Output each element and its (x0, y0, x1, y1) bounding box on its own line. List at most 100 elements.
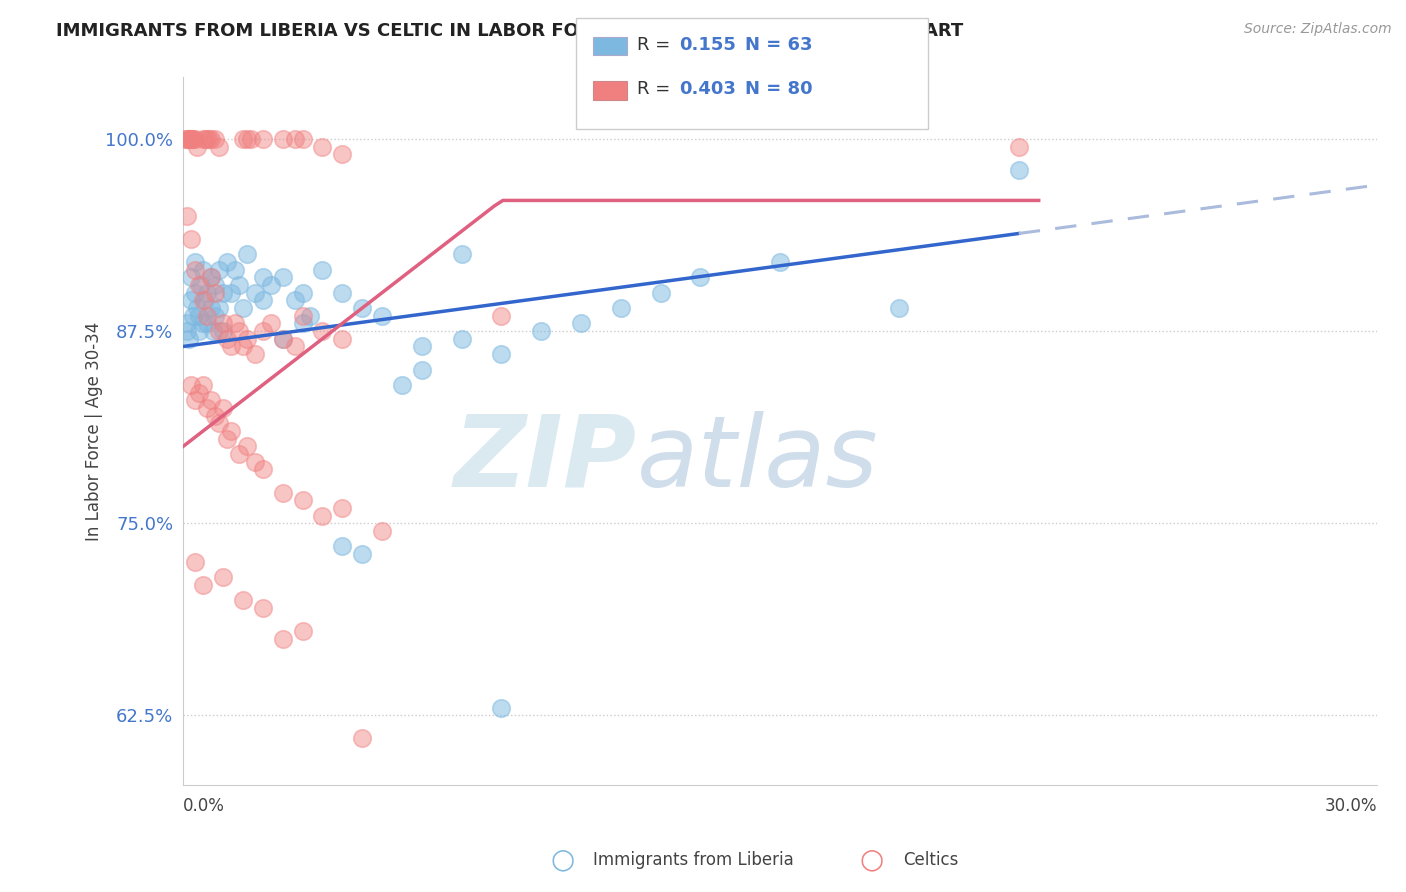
Point (200, 270, 222, 285)
Point (243, 285, 266, 300)
Point (330, 332, 353, 346)
Point (311, 508, 333, 523)
Point (188, 324, 211, 338)
Point (232, 132, 254, 146)
Point (181, 309, 204, 323)
Point (174, 132, 197, 146)
Point (371, 524, 394, 538)
Point (208, 139, 231, 153)
Point (195, 132, 218, 146)
Point (194, 132, 217, 146)
Point (179, 132, 201, 146)
Point (689, 270, 711, 285)
Point (291, 285, 314, 300)
Point (228, 447, 250, 461)
Point (252, 462, 274, 476)
Point (195, 309, 218, 323)
Point (204, 285, 226, 300)
Point (252, 324, 274, 338)
Point (352, 301, 374, 315)
Point (291, 317, 314, 331)
Text: Immigrants from Liberia: Immigrants from Liberia (593, 851, 794, 869)
Point (204, 132, 226, 146)
Point (450, 332, 472, 346)
Point (204, 309, 226, 323)
Text: 0.155: 0.155 (679, 36, 735, 54)
Point (176, 317, 198, 331)
Y-axis label: In Labor Force | Age 30-34: In Labor Force | Age 30-34 (86, 321, 103, 541)
Point (180, 232, 202, 246)
Point (232, 593, 254, 607)
Text: 0.0%: 0.0% (183, 797, 225, 815)
Text: atlas: atlas (637, 411, 879, 508)
Point (769, 255, 792, 269)
Point (184, 393, 207, 408)
Text: IMMIGRANTS FROM LIBERIA VS CELTIC IN LABOR FORCE | AGE 30-34 CORRELATION CHART: IMMIGRANTS FROM LIBERIA VS CELTIC IN LAB… (56, 22, 963, 40)
Point (195, 285, 218, 300)
Point (291, 132, 314, 146)
Point (191, 132, 214, 146)
Point (252, 293, 274, 308)
Text: ○: ○ (859, 846, 884, 874)
Point (236, 439, 259, 453)
Text: ○: ○ (550, 846, 575, 874)
Point (889, 301, 911, 315)
Point (291, 309, 314, 323)
Point (208, 301, 231, 315)
Point (212, 317, 235, 331)
Point (212, 570, 235, 584)
Point (311, 262, 333, 277)
Point (188, 385, 211, 400)
Point (271, 632, 294, 646)
Point (212, 285, 235, 300)
Point (352, 731, 374, 746)
Point (330, 500, 353, 515)
Point (271, 332, 294, 346)
Text: N = 80: N = 80 (745, 80, 813, 98)
Point (271, 485, 294, 500)
Point (186, 139, 208, 153)
Point (491, 309, 513, 323)
Point (411, 362, 433, 376)
Point (243, 455, 266, 469)
Point (191, 293, 214, 308)
Point (180, 132, 202, 146)
Point (371, 309, 394, 323)
Point (184, 555, 207, 569)
Point (391, 378, 413, 392)
Point (191, 578, 214, 592)
Point (291, 624, 314, 638)
Point (271, 270, 294, 285)
Point (291, 493, 314, 508)
Point (191, 378, 214, 392)
Point (260, 317, 283, 331)
Point (450, 247, 472, 261)
Point (219, 339, 242, 353)
Point (200, 132, 222, 146)
Text: 30.0%: 30.0% (1324, 797, 1376, 815)
Point (180, 293, 202, 308)
Point (186, 301, 208, 315)
Point (260, 277, 283, 292)
Point (180, 270, 202, 285)
Point (180, 132, 202, 146)
Point (1008, 139, 1031, 153)
Point (330, 147, 353, 161)
Point (236, 332, 259, 346)
Point (201, 324, 224, 338)
Point (198, 132, 221, 146)
Point (243, 347, 266, 361)
Text: R =: R = (637, 36, 676, 54)
Point (283, 339, 305, 353)
Point (236, 247, 259, 261)
Text: ZIP: ZIP (454, 411, 637, 508)
Point (176, 209, 198, 223)
Point (204, 277, 226, 292)
Point (215, 332, 238, 346)
Point (411, 339, 433, 353)
Point (212, 324, 235, 338)
Point (208, 417, 231, 431)
Point (252, 270, 274, 285)
Point (177, 332, 200, 346)
Point (194, 293, 217, 308)
